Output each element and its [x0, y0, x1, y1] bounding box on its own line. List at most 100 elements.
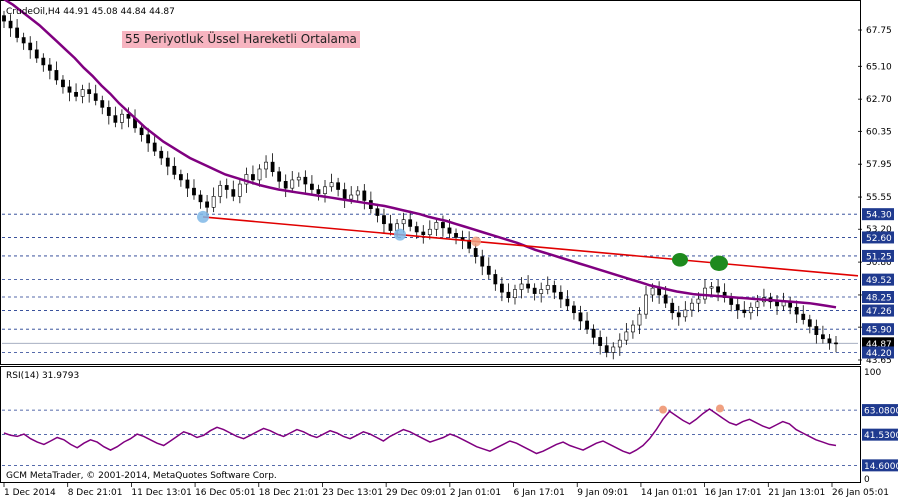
rsi-peak-marker [716, 404, 724, 413]
price-level-box [862, 231, 894, 244]
candle-body [172, 165, 177, 175]
ema-annotation-label: 55 Periyotluk Üssel Hareketli Ortalama [122, 31, 360, 48]
candle-body [499, 283, 504, 293]
candle-body [447, 227, 452, 234]
touch-marker [471, 236, 481, 247]
price-level-box [862, 337, 894, 350]
candle-body [270, 161, 275, 173]
candle-body [192, 187, 196, 196]
candle-body [735, 304, 740, 311]
candle-body [218, 185, 223, 197]
rsi-level-box [862, 428, 898, 441]
time-tick-label: 2 Jan 01:01 [450, 488, 501, 498]
candle-body [74, 92, 78, 97]
candle-body [486, 265, 491, 275]
price-tick-label: 43.65 [866, 356, 892, 366]
candle-body [152, 142, 157, 152]
candle-body [205, 201, 209, 208]
candle-body [631, 324, 635, 333]
candle-body [146, 134, 151, 144]
candle-body [683, 309, 688, 318]
price-level-box [862, 208, 894, 221]
price-tick-label: 50.80 [866, 258, 892, 268]
candle-body [834, 342, 838, 345]
candle-body [159, 150, 164, 159]
candle-body [421, 231, 426, 236]
candle-body [729, 297, 734, 305]
candle-body [362, 190, 367, 201]
candle-body [257, 168, 262, 181]
candle-body [296, 176, 301, 181]
candle-body [310, 183, 314, 190]
time-tick-label: 8 Dec 21:01 [68, 488, 123, 498]
candle-body [598, 337, 603, 346]
time-tick-label: 21 Jan 13:01 [768, 488, 825, 498]
rsi-panel-frame [0, 366, 861, 483]
candle-body [604, 345, 609, 353]
candle-body [493, 274, 498, 285]
price-level-label: 54.30 [866, 211, 892, 221]
candle-body [748, 306, 753, 314]
price-tick-label: 60.35 [866, 127, 892, 137]
candle-body [80, 89, 85, 97]
candle-body [100, 100, 105, 108]
price-level-box [862, 273, 894, 286]
candle-body [775, 301, 779, 307]
rsi-level-label: 14.6000 [864, 462, 900, 472]
candle-body [231, 189, 236, 197]
candle-body [264, 161, 268, 170]
price-level-box [862, 346, 894, 359]
price-level-label: 49.52 [866, 276, 892, 286]
candle-body [558, 291, 563, 300]
rsi-scale-top: 100 [864, 368, 881, 378]
rsi-scale-bottom: 0 [864, 475, 870, 485]
candle-body [401, 219, 406, 225]
candle-body [251, 174, 255, 181]
candle-body [611, 346, 616, 353]
price-level-box [862, 323, 894, 336]
time-tick-label: 29 Dec 09:01 [386, 488, 447, 498]
candle-body [650, 287, 655, 296]
price-level-label: 44.87 [866, 340, 892, 350]
candle-body [801, 313, 806, 320]
price-level-labels: 54.30 52.60 51.25 49.52 48.25 47.26 45.90 44.87… [862, 208, 894, 359]
resistance-trendline[interactable] [202, 216, 859, 277]
price-tick-label: 57.95 [866, 160, 892, 170]
rsi-levels [2, 409, 858, 466]
candle-body [532, 287, 537, 294]
candle-body [473, 248, 478, 257]
candle-body [126, 113, 131, 119]
price-tick-label: 55.55 [866, 193, 892, 203]
candle-body [703, 287, 707, 300]
time-axis: 1 Dec 2014 8 Dec 21:01 11 Dec 13:01 16 Dec … [3, 483, 889, 498]
candle-body [552, 285, 557, 293]
price-level-label: 47.26 [866, 307, 892, 317]
candle-body [807, 319, 812, 327]
rsi-level-label: 63.0800 [864, 407, 900, 417]
price-tick-label: 53.20 [866, 225, 892, 235]
candle-body [657, 287, 662, 296]
candle-body [427, 228, 432, 236]
candle-body [54, 70, 59, 81]
candle-body [185, 179, 190, 189]
price-level-label: 44.20 [866, 349, 892, 359]
candle-body [277, 171, 282, 182]
rsi-peak-marker [659, 405, 667, 414]
rsi-markers [659, 404, 724, 414]
breakout-marker [672, 252, 688, 267]
copyright-text: GCM MetaTrader, © 2001-2014, MetaQuotes … [6, 471, 277, 481]
price-tick-label: 67.75 [866, 26, 892, 36]
candle-body [755, 301, 760, 308]
candle-body [572, 305, 576, 314]
candle-body [316, 189, 321, 194]
time-tick-label: 11 Dec 13:01 [131, 488, 192, 498]
time-tick-label: 14 Jan 01:01 [641, 488, 698, 498]
candle-body [408, 219, 413, 227]
candle-body [637, 313, 642, 326]
candle-body [539, 289, 544, 294]
price-panel-frame [0, 0, 861, 365]
candle-body [355, 190, 360, 196]
candle-body [565, 298, 570, 307]
candle-body [709, 286, 714, 289]
